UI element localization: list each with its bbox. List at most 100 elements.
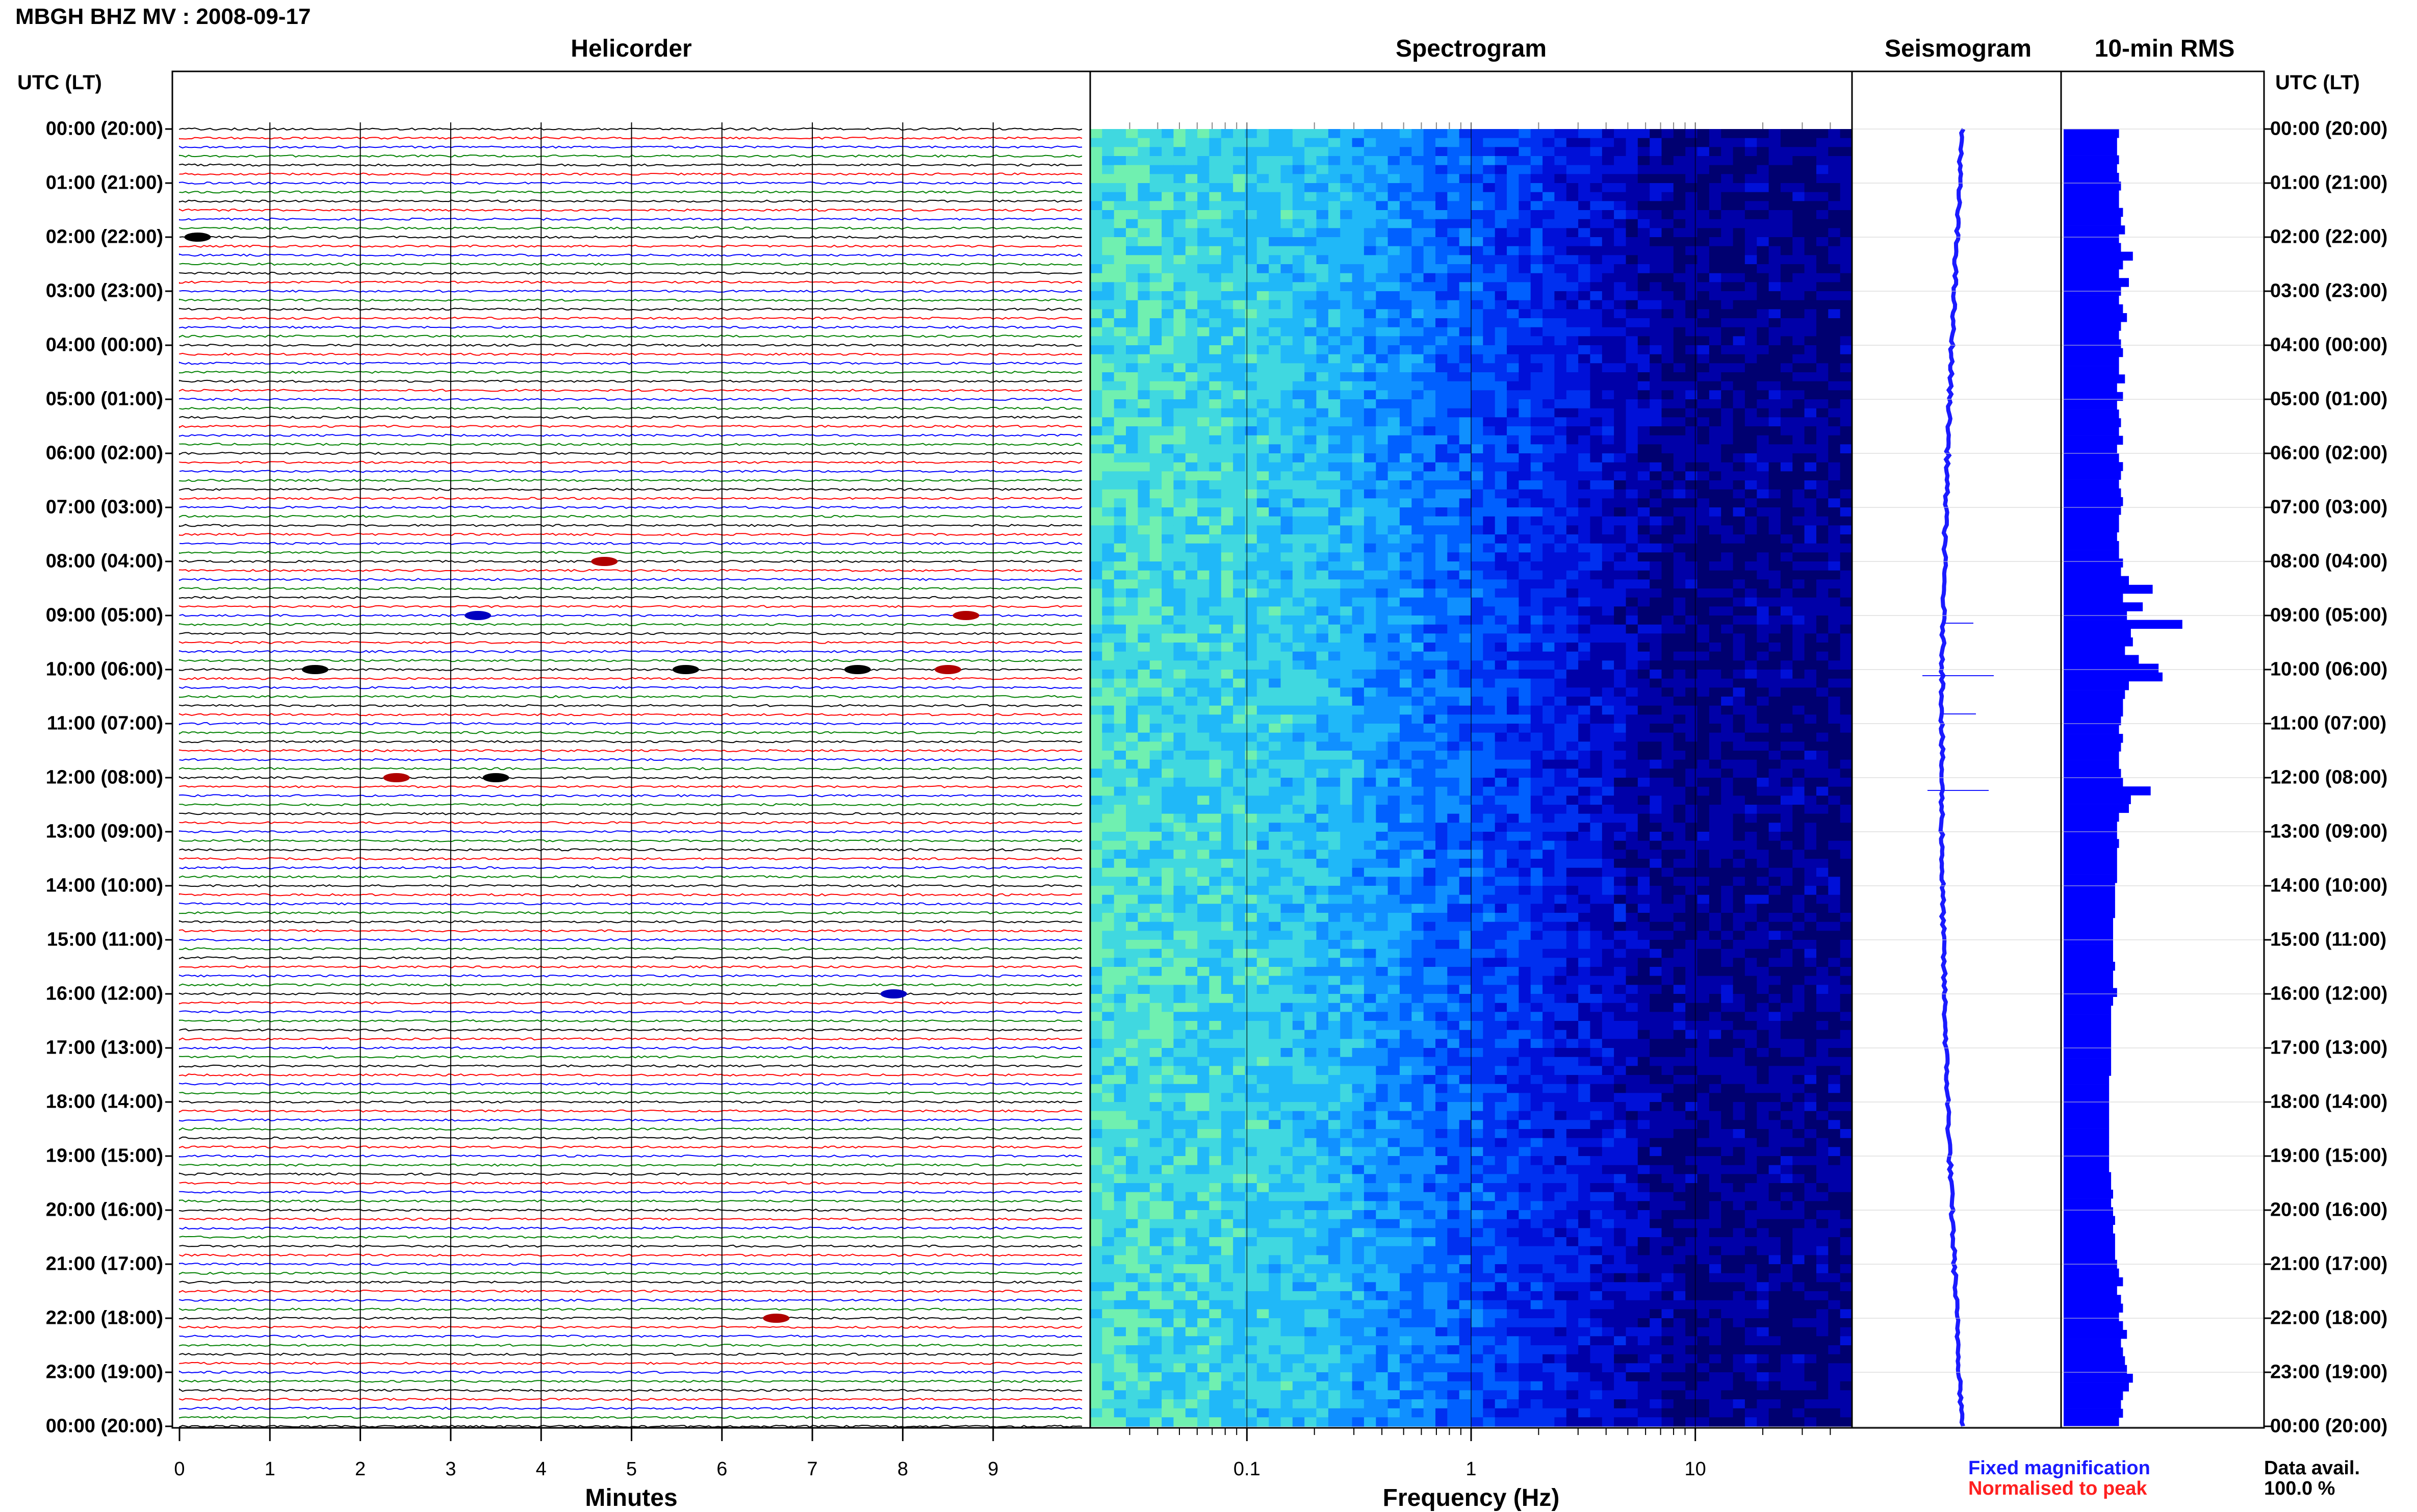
spectrogram-cell — [1661, 543, 1674, 553]
spectrogram-cell — [1816, 813, 1829, 823]
spectrogram-cell — [1162, 129, 1174, 139]
spectrogram-cell — [1685, 426, 1698, 436]
spectrogram-cell — [1162, 381, 1174, 391]
spectrogram-cell — [1816, 435, 1829, 445]
spectrogram-cell — [1542, 183, 1555, 193]
spectrogram-cell — [1435, 300, 1448, 310]
spectrogram-cell — [1709, 759, 1721, 769]
spectrogram-cell — [1519, 543, 1531, 553]
spectrogram-cell — [1495, 444, 1507, 454]
spectrogram-cell — [1590, 643, 1603, 652]
spectrogram-cell — [1173, 246, 1186, 255]
spectrogram-cell — [1768, 697, 1781, 706]
spectrogram-cell — [1637, 724, 1650, 733]
spectrogram-cell — [1471, 778, 1483, 787]
spectrogram-cell — [1411, 570, 1424, 580]
spectrogram-cell — [1685, 201, 1698, 211]
spectrogram-cell — [1340, 156, 1353, 166]
spectrogram-cell — [1090, 246, 1102, 255]
spectrogram-cell — [1495, 697, 1507, 706]
spectrogram-cell — [1637, 588, 1650, 598]
spectrogram-cell — [1126, 444, 1138, 454]
spectrogram-cell — [1423, 372, 1436, 382]
spectrogram-cell — [1459, 606, 1472, 616]
spectrogram-cell — [1650, 751, 1662, 760]
spectrogram-cell — [1578, 570, 1590, 580]
spectrogram-cell — [1447, 480, 1460, 490]
spectrogram-cell — [1197, 372, 1210, 382]
spectrogram-cell — [1661, 670, 1674, 679]
spectrogram-cell — [1792, 327, 1805, 337]
spectrogram-cell — [1209, 570, 1222, 580]
spectrogram-cell — [1316, 516, 1329, 526]
spectrogram-cell — [1149, 643, 1162, 652]
spectrogram-cell — [1280, 336, 1293, 346]
spectrogram-cell — [1304, 805, 1317, 814]
spectrogram-cell — [1519, 363, 1531, 373]
spectrogram-cell — [1280, 643, 1293, 652]
spectrogram-cell — [1459, 471, 1472, 481]
spectrogram-cell — [1340, 624, 1353, 634]
spectrogram-cell — [1495, 643, 1507, 652]
spectrogram-cell — [1792, 246, 1805, 255]
spectrogram-cell — [1209, 408, 1222, 418]
spectrogram-cell — [1149, 805, 1162, 814]
spectrogram-cell — [1554, 786, 1567, 796]
spectrogram-cell — [1269, 336, 1281, 346]
spectrogram-cell — [1447, 714, 1460, 724]
spectrogram-cell — [1185, 426, 1198, 436]
spectrogram-cell — [1495, 498, 1507, 508]
spectrogram-cell — [1637, 426, 1650, 436]
spectrogram-cell — [1471, 435, 1483, 445]
spectrogram-cell — [1256, 471, 1269, 481]
spectrogram-cell — [1709, 156, 1721, 166]
spectrogram-cell — [1340, 561, 1353, 571]
spectrogram-cell — [1733, 246, 1745, 255]
spectrogram-cell — [1744, 138, 1757, 147]
spectrogram-cell — [1090, 273, 1102, 283]
spectrogram-cell — [1221, 264, 1233, 274]
spectrogram-cell — [1459, 408, 1472, 418]
spectrogram-cell — [1697, 705, 1710, 715]
spectrogram-cell — [1542, 237, 1555, 247]
spectrogram-cell — [1673, 552, 1686, 562]
spectrogram-cell — [1233, 813, 1245, 823]
spectrogram-cell — [1530, 345, 1543, 355]
spectrogram-cell — [1447, 318, 1460, 328]
spectrogram-cell — [1626, 724, 1638, 733]
spectrogram-cell — [1673, 579, 1686, 589]
spectrogram-cell — [1328, 616, 1341, 625]
spectrogram-cell — [1245, 525, 1257, 535]
spectrogram-cell — [1471, 759, 1483, 769]
spectrogram-cell — [1233, 714, 1245, 724]
spectrogram-cell — [1387, 138, 1400, 147]
spectrogram-cell — [1209, 678, 1222, 688]
spectrogram-cell — [1256, 678, 1269, 688]
spectrogram-cell — [1352, 165, 1365, 174]
spectrogram-cell — [1673, 435, 1686, 445]
spectrogram-cell — [1471, 786, 1483, 796]
spectrogram-cell — [1280, 444, 1293, 454]
spectrogram-cell — [1185, 507, 1198, 517]
spectrogram-cell — [1292, 183, 1305, 193]
spectrogram-cell — [1602, 453, 1614, 463]
spectrogram-cell — [1554, 462, 1567, 472]
spectrogram-cell — [1483, 444, 1496, 454]
spectrogram-cell — [1138, 534, 1150, 544]
spectrogram-cell — [1387, 543, 1400, 553]
spectrogram-cell — [1840, 300, 1853, 310]
spectrogram-cell — [1387, 507, 1400, 517]
spectrogram-cell — [1614, 624, 1626, 634]
spectrogram-cell — [1768, 751, 1781, 760]
spectrogram-cell — [1209, 309, 1222, 319]
spectrogram-cell — [1602, 282, 1614, 292]
spectrogram-cell — [1721, 805, 1734, 814]
spectrogram-cell — [1340, 670, 1353, 679]
spectrogram-cell — [1114, 417, 1126, 427]
spectrogram-cell — [1304, 399, 1317, 409]
spectrogram-cell — [1661, 724, 1674, 733]
spectrogram-cell — [1328, 228, 1341, 238]
spectrogram-cell — [1340, 444, 1353, 454]
spectrogram-cell — [1507, 300, 1519, 310]
spectrogram-cell — [1233, 786, 1245, 796]
